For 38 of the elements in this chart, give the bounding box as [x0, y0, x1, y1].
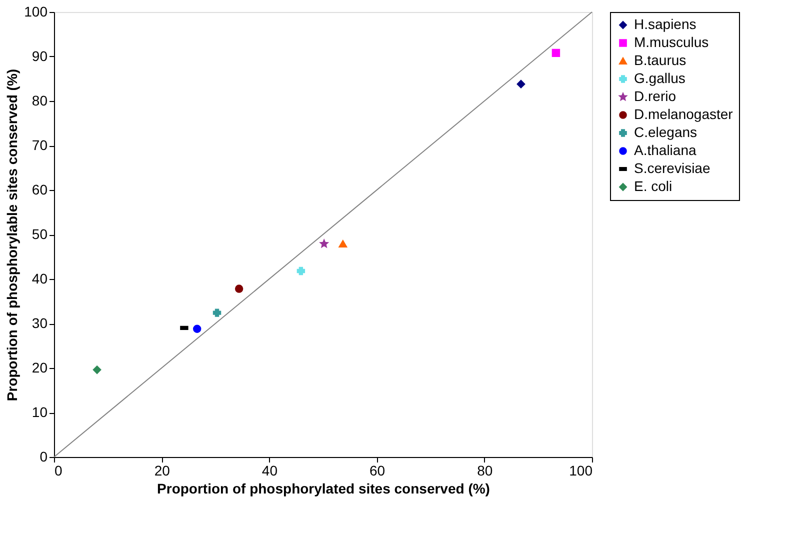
legend-label: S.cerevisiae — [634, 160, 710, 176]
x-tick-label: 40 — [262, 462, 278, 478]
y-tick-label: 70 — [32, 137, 48, 153]
y-tick-label: 50 — [32, 226, 48, 242]
legend-label: A.thaliana — [634, 142, 696, 158]
y-tick-label: 0 — [40, 448, 48, 464]
legend-label: D.melanogaster — [634, 106, 734, 122]
point — [516, 80, 526, 88]
x-tick-label: 60 — [370, 462, 386, 478]
y-tick-label: 60 — [32, 182, 48, 198]
legend-label: E. coli — [634, 178, 672, 194]
point — [234, 284, 244, 293]
y-tick-label: 40 — [32, 270, 48, 286]
x-tick-label: 100 — [569, 462, 593, 478]
legend-label: M.musculus — [634, 34, 709, 50]
point — [320, 240, 328, 248]
x-tick-label: 0 — [54, 462, 62, 478]
point — [212, 308, 222, 317]
point — [338, 240, 348, 248]
y-tick-label: 20 — [32, 360, 48, 376]
y-tick-label: 90 — [32, 48, 48, 64]
legend-label: G.gallus — [634, 70, 686, 86]
legend-label: D.rerio — [634, 88, 676, 104]
legend-label: C.elegans — [634, 124, 698, 140]
x-axis-title: Proportion of phosphorylated sites conserved (%) — [157, 480, 490, 496]
y-tick-label: 80 — [32, 92, 48, 108]
x-tick-label: 20 — [154, 462, 170, 478]
x-tick-label: 80 — [477, 462, 493, 478]
y-tick-label: 10 — [32, 404, 48, 420]
point — [193, 324, 202, 333]
point — [552, 48, 560, 58]
y-axis-title: Proportion of phosphorylable sites conserved (%) — [4, 68, 20, 402]
point — [92, 366, 102, 374]
point — [296, 266, 306, 276]
y-tick-label: 30 — [32, 315, 48, 331]
legend-label: B.taurus — [634, 52, 686, 68]
legend-label: H.sapiens — [634, 16, 696, 32]
y-tick-label: 100 — [24, 4, 48, 20]
